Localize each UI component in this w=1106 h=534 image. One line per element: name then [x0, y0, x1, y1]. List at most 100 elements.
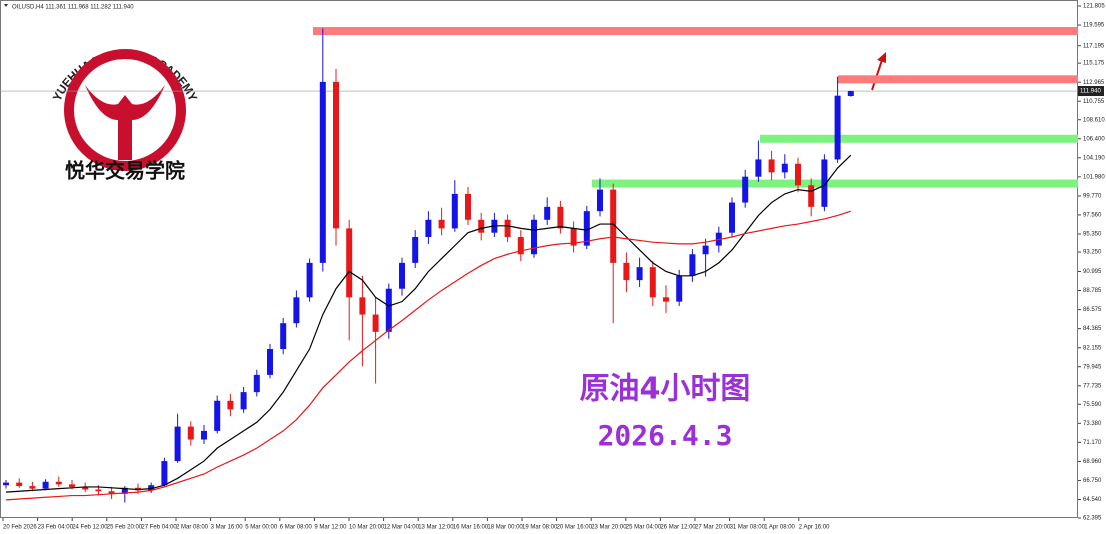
arrow-head [877, 52, 886, 63]
candle-body [425, 219, 432, 238]
candle-body [69, 484, 75, 487]
y-tick-label: 108.610 [1083, 117, 1105, 123]
y-tick-label: 71.170 [1083, 440, 1102, 446]
candle-body [504, 219, 511, 238]
y-tick-label: 97.560 [1083, 213, 1102, 219]
y-tick-label: 82.155 [1083, 345, 1102, 351]
arrow [871, 59, 883, 91]
candle-body [636, 267, 643, 281]
x-tick-label: 20 Mar 16:00 [557, 525, 593, 531]
price-label: 111.940 [1080, 89, 1101, 95]
annotation: 原油4小时图 [580, 372, 751, 407]
candle-body [847, 91, 854, 97]
candle-body [372, 314, 379, 332]
candle-body [214, 400, 221, 431]
candle-body [253, 374, 260, 393]
y-tick-label: 93.250 [1083, 250, 1102, 256]
x-tick-label: 9 Mar 12:00 [314, 525, 347, 531]
candle-body [227, 400, 234, 410]
y-tick-label: 117.195 [1083, 43, 1105, 49]
candle-body [412, 237, 419, 263]
y-tick-label: 88.785 [1083, 288, 1102, 294]
candle-body [121, 487, 128, 494]
y-tick-label: 101.980 [1083, 174, 1105, 180]
candle-body [55, 481, 62, 485]
y-tick-label: 75.590 [1083, 402, 1102, 408]
candle-body [280, 323, 287, 350]
candle-body [3, 482, 9, 486]
candle-body [795, 163, 801, 186]
x-tick-label: 27 Feb 04:00 [141, 525, 177, 531]
candle-body [95, 489, 102, 492]
candle-body [649, 267, 656, 298]
candle-body [478, 219, 485, 233]
y-tick-label: 64.540 [1083, 497, 1102, 503]
x-tick-label: 26 Mar 12:00 [660, 525, 696, 531]
x-tick-label: 16 Mar 16:00 [453, 525, 489, 531]
y-tick-label: 68.960 [1083, 459, 1102, 465]
ma-line [5, 154, 852, 493]
candle-body [319, 81, 326, 263]
y-tick-label: 66.750 [1083, 478, 1102, 484]
candle-body [557, 206, 564, 229]
y-tick-label: 77.735 [1083, 383, 1102, 389]
candle-body [742, 176, 749, 203]
candle-body [82, 486, 89, 490]
logo-mark [85, 85, 165, 160]
candle-body [821, 159, 828, 207]
x-tick-label: 23 Mar 20:00 [591, 525, 627, 531]
level-zone [592, 179, 1078, 188]
annotation: 2026.4.3 [598, 419, 733, 452]
x-tick-label: 3 Mar 16:00 [211, 525, 244, 531]
level-zone [838, 75, 1078, 84]
logo-cn: 悦华交易学院 [65, 159, 185, 183]
candle-body [531, 219, 537, 255]
candle-body [240, 392, 247, 410]
candle-body [267, 349, 273, 375]
candle-body [583, 211, 590, 246]
y-tick-label: 86.575 [1083, 307, 1102, 313]
candle-body [517, 237, 524, 255]
y-tick-label: 62.395 [1083, 516, 1102, 522]
y-tick-label: 73.380 [1083, 421, 1102, 427]
candle-body [702, 245, 709, 255]
candle-body [42, 481, 49, 489]
candle-body [610, 189, 617, 263]
candle-body [465, 193, 471, 220]
candle-body [544, 206, 551, 220]
x-tick-label: 25 Mar 04:00 [626, 525, 662, 531]
candle-body [16, 482, 23, 487]
y-tick-label: 112.965 [1083, 80, 1105, 86]
candle-body [808, 185, 815, 207]
candle-body [781, 163, 788, 173]
x-tick-label: 10 Mar 20:00 [349, 525, 385, 531]
y-tick-label: 90.995 [1083, 269, 1102, 275]
candle-body [333, 81, 339, 229]
candle-body [293, 297, 300, 324]
candle-body [768, 159, 775, 173]
x-tick-label: 31 Mar 08:00 [730, 525, 766, 531]
x-tick-label: 1 Apr 08:00 [764, 525, 795, 531]
candle-body [755, 159, 762, 177]
chart-title: OILUSD,H4 111.361 111.968 111.282 111.94… [12, 5, 134, 11]
y-tick-label: 95.350 [1083, 232, 1102, 238]
candle-body [108, 491, 115, 494]
candle-body [174, 426, 181, 462]
logo-ring [64, 49, 186, 171]
x-tick-label: 19 Mar 08:00 [522, 525, 558, 531]
y-tick-label: 99.770 [1083, 193, 1102, 199]
candle-body [399, 262, 405, 289]
candle-body [306, 262, 313, 298]
candle-body [689, 254, 696, 276]
candle-body [148, 485, 155, 491]
x-tick-label: 23 Feb 04:00 [38, 525, 74, 531]
y-tick-label: 106.400 [1083, 136, 1105, 142]
candle-body [597, 189, 603, 212]
x-tick-label: 2 Apr 16:00 [799, 525, 830, 531]
price-label-box [1078, 86, 1104, 97]
candle-body [570, 228, 577, 246]
level-zone [313, 27, 1078, 36]
level-zone [760, 134, 1078, 143]
y-tick-label: 119.595 [1083, 23, 1105, 29]
menu-arrow [4, 4, 8, 7]
